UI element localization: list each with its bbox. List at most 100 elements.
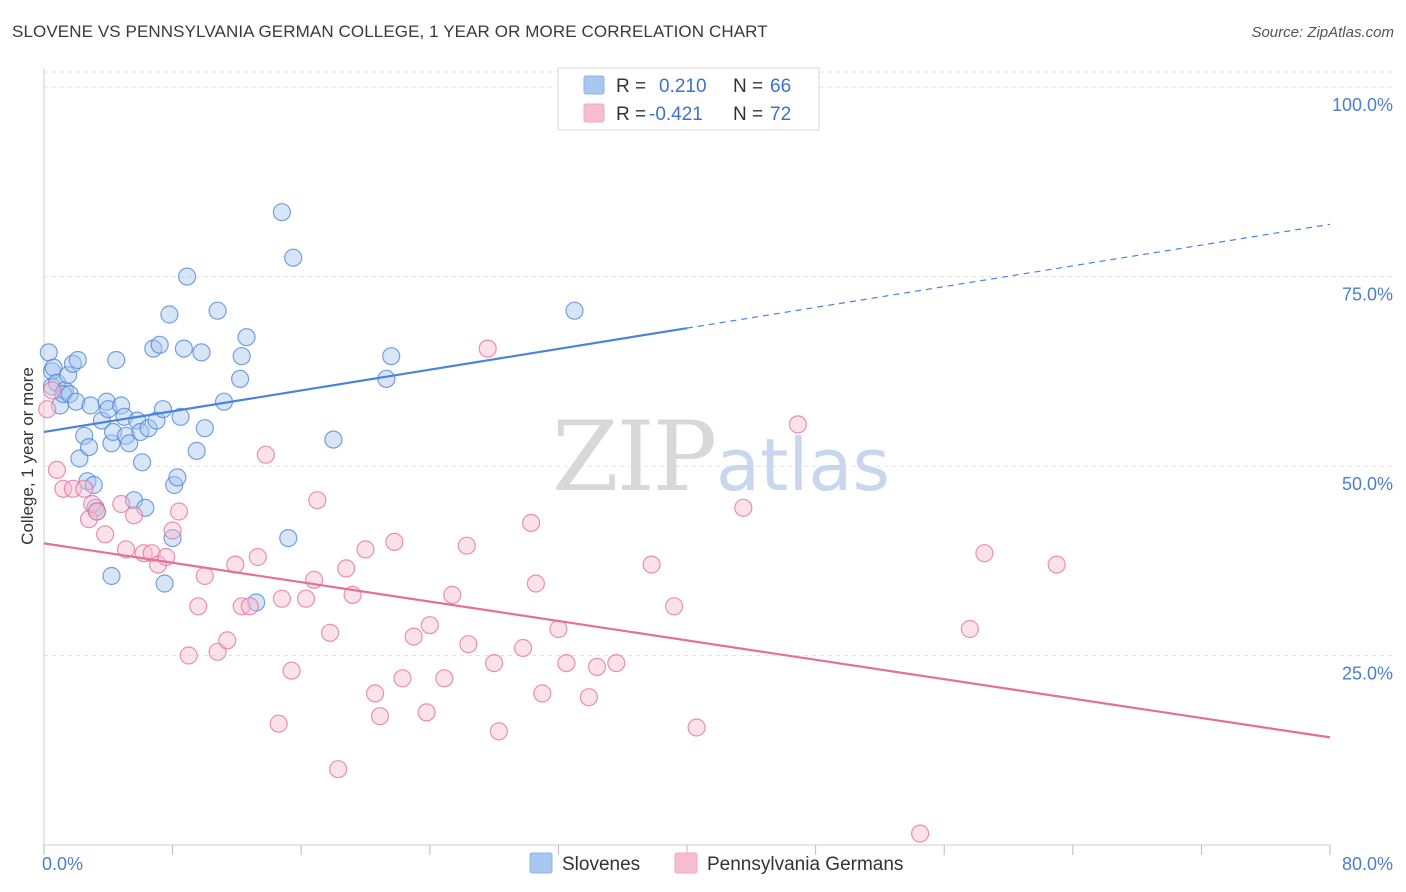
pa-germans-point-46 (420, 616, 439, 635)
pa-germans-point-1 (42, 381, 62, 400)
slovenes-point-3 (44, 358, 63, 377)
pa-germans-point-59 (557, 653, 576, 673)
slovenes-point-39 (153, 400, 173, 419)
pa-germans-point-69 (960, 619, 980, 639)
pa-germans-point-63 (642, 555, 661, 574)
pa-germans-point-5 (75, 479, 94, 498)
pa-germans-point-30 (272, 589, 291, 608)
pa-germans-point-26 (240, 597, 259, 616)
legend-swatch-slovenes-bottom (529, 852, 553, 874)
pa-germans-point-14 (142, 544, 161, 563)
slovenes-point-0 (39, 343, 58, 362)
pa-germans-point-37 (337, 559, 356, 578)
pa-germans-point-47 (435, 669, 454, 688)
pa-germans-point-32 (296, 589, 316, 608)
pa-germans-point-27 (248, 547, 267, 567)
pa-germans-point-68 (910, 824, 930, 843)
slovenes-point-44 (168, 468, 187, 487)
pa-germans-point-21 (195, 566, 214, 586)
slovenes-point-59 (284, 248, 303, 267)
slovenes-point-8 (58, 366, 78, 385)
slovenes-point-9 (60, 385, 79, 404)
slovenes-point-21 (97, 392, 116, 411)
pa-germans-point-60 (579, 688, 599, 707)
legend-swatch-pa-germans-bottom (674, 852, 698, 874)
y-tick-label-1: 50.0% (1342, 474, 1393, 494)
slovenes-point-11 (67, 392, 86, 411)
legend-r-label-1: R = (616, 76, 646, 97)
pa-germans-point-39 (356, 540, 375, 559)
legend-swatch-slovenes (583, 75, 605, 95)
slovenes-point-61 (377, 369, 396, 388)
y-axis-label: College, 1 year or more (18, 367, 37, 545)
slovenes-point-55 (237, 328, 256, 347)
watermark: ZIP atlas (552, 401, 890, 513)
slovenes-point-14 (75, 426, 94, 445)
slovenes-point-54 (232, 347, 251, 366)
slovenes-point-37 (147, 411, 166, 430)
legend-r-value-2: -0.421 (649, 104, 703, 125)
pa-germans-point-62 (607, 653, 626, 673)
chart-title: SLOVENE VS PENNSYLVANIA GERMAN COLLEGE, … (12, 22, 768, 41)
slovenes-point-50 (195, 419, 214, 438)
y-tick-labels: 25.0% 50.0% 75.0% 100.0% (1332, 95, 1393, 683)
legend-r-label-2: R = (616, 104, 646, 125)
pa-germans-point-48 (443, 585, 462, 605)
slovenes-point-58 (279, 528, 298, 548)
slovenes-point-26 (112, 396, 131, 415)
pa-germans-point-67 (788, 415, 808, 434)
pa-germans-point-36 (329, 760, 348, 779)
slovenes-point-17 (84, 475, 103, 495)
pa-germans-point-53 (489, 722, 508, 741)
pa-germans-point-3 (54, 479, 73, 498)
pa-germans-point-41 (370, 707, 390, 726)
slovenes-trend-extension (686, 223, 1331, 329)
watermark-zip: ZIP (552, 401, 715, 513)
pa-germans-point-45 (417, 703, 436, 722)
y-tick-label-2: 75.0% (1342, 285, 1393, 305)
pa-germans-point-17 (163, 521, 182, 540)
series-legend: Slovenes Pennsylvania Germans (529, 852, 903, 875)
slovenes-point-41 (160, 305, 179, 324)
pa-germans-point-52 (485, 653, 504, 673)
pa-germans-point-35 (321, 623, 340, 642)
pa-germans-point-8 (87, 502, 107, 521)
slovenes-point-60 (324, 430, 343, 449)
slovenes-point-53 (231, 369, 250, 388)
pa-germans-point-61 (587, 657, 607, 677)
x-tick-label-min: 0.0% (42, 854, 83, 874)
pa-germans-point-64 (664, 597, 684, 616)
pa-germans-point-44 (404, 627, 423, 646)
legend-swatch-pa-germans (583, 103, 605, 123)
pa-germans-point-57 (533, 684, 552, 703)
pa-germans-point-65 (687, 718, 706, 737)
pa-germans-point-49 (457, 536, 476, 555)
slovenes-trend-line (43, 327, 688, 434)
pa-germans-point-9 (95, 525, 115, 544)
pa-germans-point-66 (734, 498, 753, 517)
pa-germans-point-55 (521, 513, 541, 533)
pa-germans-point-43 (393, 669, 412, 688)
pa-germans-point-0 (38, 400, 57, 419)
y-tick-label-3: 100.0% (1332, 95, 1393, 115)
slovenes-point-12 (68, 350, 87, 370)
pa-germans-point-2 (47, 460, 67, 479)
watermark-atlas: atlas (716, 423, 890, 507)
data-points (38, 203, 1066, 843)
pa-germans-point-31 (282, 661, 301, 680)
pa-germans-point-54 (513, 638, 533, 658)
pa-germans-point-56 (526, 574, 546, 593)
pa-germans-point-20 (189, 597, 208, 616)
slovenes-point-46 (174, 339, 193, 358)
legend-n-label-2: N = (733, 104, 763, 125)
pa-germans-point-19 (179, 646, 198, 665)
slovenes-point-65 (79, 438, 99, 457)
pa-germans-point-28 (256, 445, 275, 464)
x-tick-label-max: 80.0% (1342, 854, 1393, 874)
slovenes-point-49 (192, 343, 211, 362)
legend-label-pa-germans: Pennsylvania Germans (707, 854, 903, 875)
legend-label-slovenes: Slovenes (562, 854, 640, 875)
slovenes-point-40 (155, 574, 174, 593)
pa-germans-point-51 (478, 339, 497, 358)
